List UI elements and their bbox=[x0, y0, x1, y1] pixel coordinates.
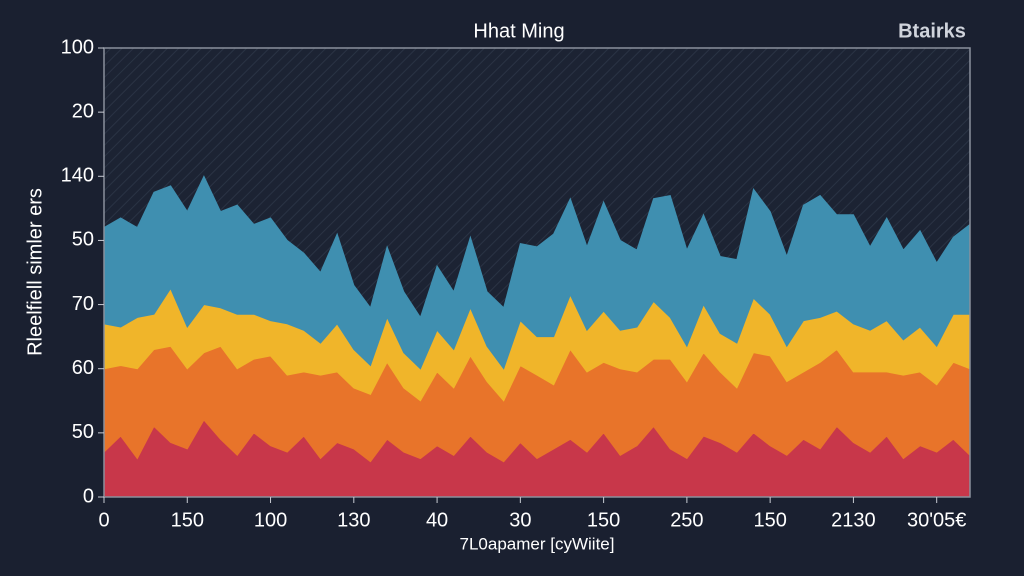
y-tick-label: 140 bbox=[61, 165, 94, 187]
x-tick-label: 30 bbox=[509, 509, 531, 531]
y-tick-label: 50 bbox=[72, 229, 94, 251]
x-tick-label: 2130 bbox=[831, 509, 876, 531]
plot-frame bbox=[103, 47, 971, 498]
y-tick-label: 100 bbox=[61, 36, 94, 58]
y-tick-label: 0 bbox=[83, 485, 94, 507]
legend-label: Btairks bbox=[898, 20, 966, 42]
y-tick-label: 50 bbox=[72, 421, 94, 443]
x-tick-label: 150 bbox=[753, 509, 786, 531]
y-tick-label: 60 bbox=[72, 357, 94, 379]
chart-title: Hhat Ming bbox=[473, 20, 564, 42]
x-tick-label: 150 bbox=[171, 509, 204, 531]
x-tick-label: 100 bbox=[254, 509, 287, 531]
y-tick-label: 70 bbox=[72, 293, 94, 315]
x-axis-label: 7L0apamer [cyWiite] bbox=[460, 534, 615, 553]
x-tick-label: 30'05€ bbox=[907, 509, 966, 531]
y-axis-label: Rleelfiell simler ers bbox=[24, 188, 46, 356]
x-tick-label: 40 bbox=[426, 509, 448, 531]
x-tick-label: 0 bbox=[98, 509, 109, 531]
areas bbox=[103, 175, 971, 498]
y-tick-label: 20 bbox=[72, 100, 94, 122]
x-tick-label: 130 bbox=[337, 509, 370, 531]
x-tick-label: 150 bbox=[587, 509, 620, 531]
x-tick-label: 250 bbox=[670, 509, 703, 531]
